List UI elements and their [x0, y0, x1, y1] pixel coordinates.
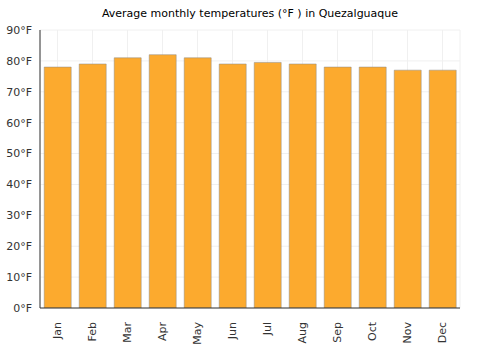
svg-text:Aug: Aug: [296, 322, 309, 343]
svg-text:50°F: 50°F: [8, 147, 32, 160]
svg-text:70°F: 70°F: [8, 86, 32, 99]
svg-text:Nov: Nov: [401, 322, 414, 344]
svg-text:80°F: 80°F: [8, 55, 32, 68]
svg-text:May: May: [191, 322, 204, 345]
svg-text:Jul: Jul: [261, 322, 274, 336]
svg-text:Sep: Sep: [331, 322, 344, 343]
svg-text:Jan: Jan: [51, 322, 64, 340]
svg-text:40°F: 40°F: [8, 178, 32, 191]
svg-text:20°F: 20°F: [8, 240, 32, 253]
svg-text:Jun: Jun: [226, 322, 239, 340]
svg-text:Dec: Dec: [436, 322, 449, 343]
svg-text:Apr: Apr: [156, 322, 169, 342]
svg-text:30°F: 30°F: [8, 209, 32, 222]
svg-text:60°F: 60°F: [8, 117, 32, 130]
html-text:Average monthly temperatures (: Average monthly temperatures (°F ) in Qu…: [101, 7, 399, 20]
svg-text:Mar: Mar: [121, 322, 134, 343]
svg-text:0°F: 0°F: [13, 302, 32, 315]
svg-text:10°F: 10°F: [8, 271, 32, 284]
svg-text:Feb: Feb: [86, 322, 99, 341]
svg-text:Oct: Oct: [366, 321, 379, 341]
svg-text:90°F: 90°F: [8, 24, 32, 37]
